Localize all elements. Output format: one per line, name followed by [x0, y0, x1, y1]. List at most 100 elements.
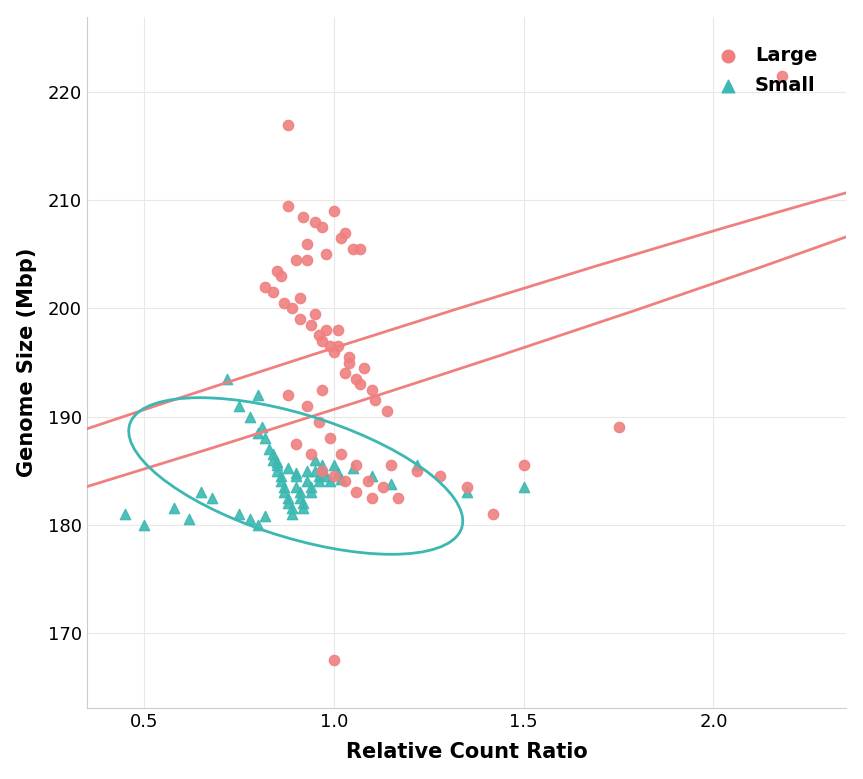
Large: [319, 249, 333, 261]
Small: [232, 508, 246, 520]
Small: [517, 481, 531, 493]
Large: [331, 324, 344, 337]
Large: [350, 486, 363, 499]
Small: [258, 509, 272, 522]
Large: [460, 481, 474, 493]
Small: [137, 518, 151, 530]
Large: [342, 351, 356, 363]
Small: [251, 427, 265, 439]
Large: [312, 416, 325, 428]
Large: [380, 405, 394, 418]
Small: [255, 421, 268, 434]
Large: [334, 448, 348, 460]
Small: [323, 475, 337, 488]
Small: [281, 492, 295, 504]
Small: [232, 400, 246, 412]
Small: [293, 492, 306, 504]
Small: [266, 453, 280, 466]
Small: [289, 470, 303, 482]
Large: [285, 302, 299, 315]
Large: [258, 280, 272, 293]
Large: [300, 238, 314, 250]
Small: [327, 459, 341, 471]
Large: [281, 389, 295, 401]
Small: [304, 486, 318, 499]
Large: [304, 448, 318, 460]
Small: [308, 453, 322, 466]
Large: [319, 324, 333, 337]
Small: [251, 389, 265, 401]
Small: [319, 470, 333, 482]
Small: [346, 462, 360, 474]
Small: [270, 456, 284, 468]
Small: [243, 411, 257, 423]
Large: [353, 243, 367, 256]
Large: [289, 254, 303, 266]
Small: [270, 464, 284, 477]
Large: [486, 508, 500, 520]
Large: [327, 470, 341, 482]
Large: [300, 254, 314, 266]
Large: [365, 492, 379, 504]
Large: [293, 291, 306, 304]
Large: [281, 118, 295, 131]
Large: [433, 470, 447, 482]
Large: [315, 383, 329, 396]
Large: [376, 481, 390, 493]
Large: [327, 205, 341, 217]
Small: [182, 513, 196, 526]
Small: [410, 459, 424, 471]
Small: [281, 497, 295, 509]
Small: [277, 481, 291, 493]
Large: [289, 437, 303, 449]
Large: [391, 492, 405, 504]
Small: [296, 502, 310, 515]
Large: [270, 264, 284, 277]
Small: [365, 470, 379, 482]
Small: [205, 492, 219, 504]
Small: [281, 462, 295, 474]
Large: [304, 319, 318, 331]
Large: [323, 340, 337, 353]
Large: [274, 270, 287, 282]
Legend: Large, Small: Large, Small: [689, 26, 836, 115]
Large: [357, 361, 371, 374]
Large: [315, 221, 329, 234]
Large: [338, 475, 352, 488]
Small: [220, 372, 234, 385]
Small: [312, 470, 325, 482]
Small: [167, 502, 181, 515]
Large: [308, 308, 322, 320]
Small: [300, 464, 314, 477]
Large: [334, 232, 348, 245]
Large: [308, 216, 322, 228]
X-axis label: Relative Count Ratio: Relative Count Ratio: [346, 742, 588, 763]
Large: [350, 372, 363, 385]
Large: [353, 378, 367, 390]
Large: [775, 70, 789, 83]
Large: [365, 383, 379, 396]
Large: [300, 400, 314, 412]
Small: [270, 459, 284, 471]
Large: [327, 345, 341, 358]
Large: [384, 459, 398, 471]
Large: [327, 654, 341, 666]
Small: [274, 475, 287, 488]
Small: [289, 481, 303, 493]
Large: [369, 394, 382, 407]
Small: [277, 486, 291, 499]
Small: [266, 448, 280, 460]
Small: [243, 513, 257, 526]
Large: [361, 475, 375, 488]
Small: [312, 475, 325, 488]
Small: [384, 478, 398, 490]
Small: [285, 508, 299, 520]
Y-axis label: Genome Size (Mbp): Genome Size (Mbp): [16, 248, 36, 478]
Small: [308, 464, 322, 477]
Large: [323, 432, 337, 444]
Small: [304, 481, 318, 493]
Large: [410, 464, 424, 477]
Small: [296, 497, 310, 509]
Large: [315, 464, 329, 477]
Small: [289, 467, 303, 479]
